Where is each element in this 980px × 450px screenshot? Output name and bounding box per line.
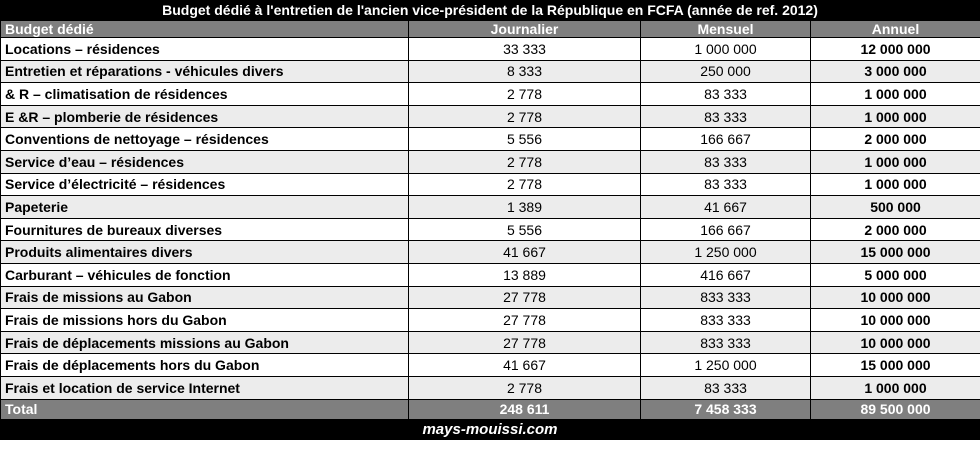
total-journalier: 248 611 [408, 398, 641, 420]
row-mensuel: 833 333 [640, 285, 811, 310]
row-journalier: 1 389 [408, 195, 641, 219]
row-journalier: 5 556 [408, 127, 641, 151]
row-label: Service d’eau – résidences [0, 149, 409, 174]
row-annuel: 1 000 000 [810, 149, 980, 174]
row-mensuel: 83 333 [640, 104, 811, 129]
row-annuel: 2 000 000 [810, 217, 980, 242]
table-row: Frais de missions au Gabon 27 778 833 333 1… [0, 285, 980, 310]
row-journalier: 2 778 [408, 82, 641, 106]
row-mensuel: 83 333 [640, 375, 811, 400]
column-header-mensuel: Mensuel [640, 20, 811, 38]
row-journalier: 2 778 [408, 172, 641, 197]
total-row: Total 248 611 7 458 333 89 500 000 [0, 398, 980, 420]
row-label: Produits alimentaires divers [0, 240, 409, 264]
column-header-budget: Budget dédié [0, 20, 409, 38]
table-row: & R – climatisation de résidences 2 778 83… [0, 82, 980, 106]
row-annuel: 1 000 000 [810, 375, 980, 400]
row-label: Conventions de nettoyage – résidences [0, 127, 409, 151]
row-journalier: 2 778 [408, 375, 641, 400]
row-label: Frais et location de service Internet [0, 375, 409, 400]
row-mensuel: 416 667 [640, 262, 811, 287]
row-annuel: 15 000 000 [810, 353, 980, 377]
row-mensuel: 83 333 [640, 172, 811, 197]
table-body: Locations – résidences 33 333 1 000 000 12 … [0, 37, 980, 400]
row-label: Carburant – véhicules de fonction [0, 262, 409, 287]
table-row: Entretien et réparations - véhicules div… [0, 59, 980, 84]
row-mensuel: 41 667 [640, 195, 811, 219]
table-row: Conventions de nettoyage – résidences 5 5… [0, 127, 980, 151]
row-label: Frais de déplacements missions au Gabon [0, 330, 409, 355]
table-row: Frais de déplacements hors du Gabon 41 66… [0, 353, 980, 377]
row-label: Frais de missions hors du Gabon [0, 308, 409, 332]
total-label: Total [0, 398, 409, 420]
table-row: Locations – résidences 33 333 1 000 000 12 … [0, 37, 980, 61]
source-footer: mays-mouissi.com [0, 419, 980, 440]
row-label: Frais de missions au Gabon [0, 285, 409, 310]
row-mensuel: 833 333 [640, 330, 811, 355]
row-journalier: 27 778 [408, 285, 641, 310]
row-annuel: 3 000 000 [810, 59, 980, 84]
row-mensuel: 1 250 000 [640, 240, 811, 264]
table-row: Fournitures de bureaux diverses 5 556 166 … [0, 217, 980, 242]
page-title: Budget dédié à l'entretien de l'ancien v… [0, 0, 980, 20]
row-mensuel: 83 333 [640, 82, 811, 106]
row-annuel: 1 000 000 [810, 82, 980, 106]
row-journalier: 41 667 [408, 240, 641, 264]
row-mensuel: 166 667 [640, 217, 811, 242]
row-annuel: 12 000 000 [810, 37, 980, 61]
table-row: Service d’eau – résidences 2 778 83 333 1 0… [0, 149, 980, 174]
row-annuel: 10 000 000 [810, 308, 980, 332]
table-row: Frais et location de service Internet 2 7… [0, 375, 980, 400]
row-label: Papeterie [0, 195, 409, 219]
row-annuel: 10 000 000 [810, 330, 980, 355]
row-label: & R – climatisation de résidences [0, 82, 409, 106]
total-mensuel: 7 458 333 [640, 398, 811, 420]
row-annuel: 1 000 000 [810, 104, 980, 129]
table-row: Carburant – véhicules de fonction 13 889 4… [0, 262, 980, 287]
table-row: Frais de missions hors du Gabon 27 778 833… [0, 308, 980, 332]
row-journalier: 27 778 [408, 330, 641, 355]
row-journalier: 41 667 [408, 353, 641, 377]
table-header-row: Budget dédié Journalier Mensuel Annuel [0, 20, 980, 38]
table-row: Produits alimentaires divers 41 667 1 250 … [0, 240, 980, 264]
row-journalier: 2 778 [408, 149, 641, 174]
row-label: Locations – résidences [0, 37, 409, 61]
row-annuel: 5 000 000 [810, 262, 980, 287]
budget-table: Budget dédié Journalier Mensuel Annuel L… [0, 20, 980, 420]
row-label: Service d’électricité – résidences [0, 172, 409, 197]
table-row: Papeterie 1 389 41 667 500 000 [0, 195, 980, 219]
row-mensuel: 1 250 000 [640, 353, 811, 377]
column-header-journalier: Journalier [408, 20, 641, 38]
row-mensuel: 833 333 [640, 308, 811, 332]
table-row: Frais de déplacements missions au Gabon 2… [0, 330, 980, 355]
row-annuel: 1 000 000 [810, 172, 980, 197]
row-mensuel: 166 667 [640, 127, 811, 151]
row-journalier: 5 556 [408, 217, 641, 242]
table-row: Service d’électricité – résidences 2 778 8… [0, 172, 980, 197]
row-annuel: 15 000 000 [810, 240, 980, 264]
row-label: Frais de déplacements hors du Gabon [0, 353, 409, 377]
row-annuel: 10 000 000 [810, 285, 980, 310]
row-annuel: 500 000 [810, 195, 980, 219]
total-annuel: 89 500 000 [810, 398, 980, 420]
column-header-annuel: Annuel [810, 20, 980, 38]
row-journalier: 33 333 [408, 37, 641, 61]
table-row: E &R – plomberie de résidences 2 778 83 33… [0, 104, 980, 129]
row-journalier: 27 778 [408, 308, 641, 332]
row-label: E &R – plomberie de résidences [0, 104, 409, 129]
row-journalier: 2 778 [408, 104, 641, 129]
row-mensuel: 250 000 [640, 59, 811, 84]
row-label: Entretien et réparations - véhicules div… [0, 59, 409, 84]
row-journalier: 8 333 [408, 59, 641, 84]
row-annuel: 2 000 000 [810, 127, 980, 151]
row-mensuel: 83 333 [640, 149, 811, 174]
row-label: Fournitures de bureaux diverses [0, 217, 409, 242]
row-journalier: 13 889 [408, 262, 641, 287]
row-mensuel: 1 000 000 [640, 37, 811, 61]
